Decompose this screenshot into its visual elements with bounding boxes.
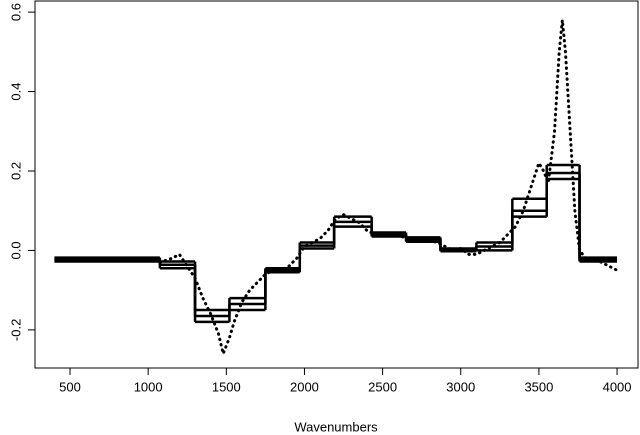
x-tick-label: 2000	[290, 379, 319, 394]
plot-frame	[34, 0, 639, 369]
x-tick-label: 3000	[446, 379, 475, 394]
y-tick-label: 0.6	[8, 3, 23, 21]
y-tick-label: 0.4	[8, 83, 23, 101]
x-tick-label: 2500	[368, 379, 397, 394]
x-tick-label: 1500	[212, 379, 241, 394]
x-tick-label: 1000	[134, 379, 163, 394]
x-tick-label: 4000	[603, 379, 632, 394]
x-axis-label: Wavenumbers	[294, 419, 378, 434]
x-tick-label: 500	[59, 379, 81, 394]
y-tick-label: 0.0	[8, 241, 23, 259]
y-tick-label: 0.2	[8, 162, 23, 180]
x-tick-label: 3500	[524, 379, 553, 394]
y-tick-label: -0.2	[8, 319, 23, 341]
spectrum-line	[158, 19, 619, 359]
